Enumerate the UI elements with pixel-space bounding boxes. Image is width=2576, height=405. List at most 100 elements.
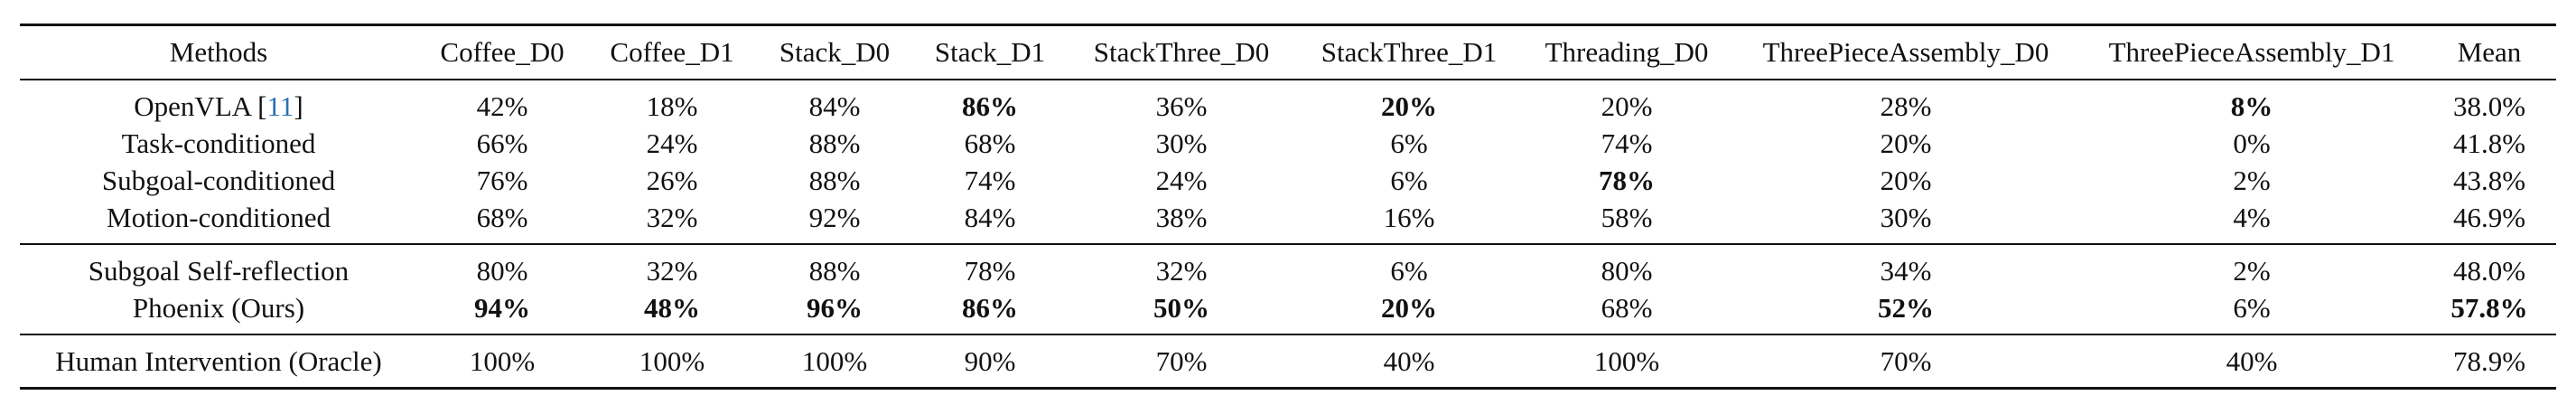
table-row: Motion-conditioned 68% 32% 92% 84% 38% 16% 58% 3… (20, 199, 2556, 244)
value-cell: 80% (417, 243, 587, 289)
citation-bracket: ] (294, 89, 303, 122)
value-cell: 100% (1523, 334, 1731, 389)
value-cell: 46.9% (2452, 201, 2526, 233)
value-cell: 88% (757, 243, 912, 289)
value-cell: 30% (1155, 127, 1208, 159)
results-table: Methods Coffee_D0 Coffee_D1 Stack_D0 Sta… (20, 24, 2556, 390)
value-cell: 2% (2233, 164, 2271, 196)
value-cell: 68% (964, 127, 1016, 159)
method-name-cell: Human Intervention (Oracle) (20, 334, 417, 389)
value-cell: 76% (476, 164, 528, 196)
header-threading-d0: Threading_D0 (1545, 36, 1709, 68)
value-cell: 88% (808, 164, 861, 196)
header-stack-d1: Stack_D1 (934, 36, 1046, 68)
method-name: Task-conditioned (121, 127, 316, 159)
value-cell: 80% (1523, 243, 1731, 289)
value-cell: 50% (1153, 291, 1209, 324)
value-cell: 36% (1155, 89, 1208, 122)
value-cell: 86% (962, 89, 1018, 122)
value-cell: 20% (1880, 127, 1932, 159)
value-cell: 28% (1880, 89, 1932, 122)
value-cell: 68% (476, 201, 528, 233)
value-cell: 26% (646, 164, 698, 196)
value-cell: 52% (1878, 291, 1934, 324)
value-cell: 42% (476, 89, 528, 122)
value-cell: 20% (1381, 291, 1437, 324)
table-row: Subgoal-conditioned 76% 26% 88% 74% 24% 6% 78% 2… (20, 162, 2556, 199)
method-name: Subgoal Self-reflection (88, 254, 350, 287)
value-cell: 57.8% (2450, 291, 2528, 324)
table-row: Subgoal Self-reflection 80% 32% 88% 78% 32% 6%… (20, 243, 2556, 289)
method-name-cell: Motion-conditioned (20, 199, 417, 244)
value-cell: 78.9% (2422, 334, 2556, 389)
value-cell: 16% (1383, 201, 1435, 233)
table-row: Task-conditioned 66% 24% 88% 68% 30% 6% 74% 20% 0… (20, 125, 2556, 162)
value-cell: 20% (1381, 89, 1437, 122)
value-cell: 6% (1390, 164, 1428, 196)
table-group-oracle: Human Intervention (Oracle) 100% 100% 100% 9… (20, 334, 2556, 389)
method-name-cell: OpenVLA [11] (20, 80, 417, 125)
method-name-cell: Task-conditioned (20, 125, 417, 162)
value-cell: 48% (644, 291, 700, 324)
value-cell: 40% (1295, 334, 1523, 389)
method-name-cell: Subgoal Self-reflection (20, 243, 417, 289)
value-cell: 24% (646, 127, 698, 159)
header-stack-d0: Stack_D0 (779, 36, 891, 68)
header-coffee-d1: Coffee_D1 (610, 36, 734, 68)
value-cell: 34% (1731, 243, 2081, 289)
value-cell: 68% (1601, 291, 1653, 324)
table-row: OpenVLA [11] 42% 18% 84% 86% 36% 20% 20% 28% 8% 38… (20, 80, 2556, 125)
method-name-cell: Subgoal-conditioned (20, 162, 417, 199)
value-cell: 92% (808, 201, 861, 233)
value-cell: 6% (2233, 291, 2271, 324)
header-threepieceassembly-d0: ThreePieceAssembly_D0 (1762, 36, 2049, 68)
value-cell: 58% (1601, 201, 1653, 233)
value-cell: 70% (1068, 334, 1295, 389)
header-stackthree-d0: StackThree_D0 (1093, 36, 1270, 68)
value-cell: 24% (1155, 164, 1208, 196)
table-header: Methods Coffee_D0 Coffee_D1 Stack_D0 Sta… (20, 24, 2556, 80)
value-cell: 84% (808, 89, 861, 122)
value-cell: 32% (587, 243, 757, 289)
value-cell: 18% (646, 89, 698, 122)
method-name: Subgoal-conditioned (101, 164, 336, 196)
value-cell: 30% (1880, 201, 1932, 233)
value-cell: 2% (2081, 243, 2422, 289)
header-stackthree-d1: StackThree_D1 (1321, 36, 1498, 68)
value-cell: 100% (417, 334, 587, 389)
header-methods: Methods (169, 36, 268, 68)
header-mean: Mean (2457, 36, 2522, 68)
method-name: Human Intervention (Oracle) (55, 344, 382, 377)
results-table-container: Methods Coffee_D0 Coffee_D1 Stack_D0 Sta… (20, 24, 2556, 390)
value-cell: 66% (476, 127, 528, 159)
value-cell: 32% (646, 201, 698, 233)
value-cell: 70% (1731, 334, 2081, 389)
value-cell: 74% (964, 164, 1016, 196)
value-cell: 94% (474, 291, 530, 324)
method-name: Phoenix (Ours) (132, 291, 305, 324)
value-cell: 40% (2081, 334, 2422, 389)
value-cell: 8% (2230, 89, 2273, 122)
value-cell: 84% (964, 201, 1016, 233)
header-row: Methods Coffee_D0 Coffee_D1 Stack_D0 Sta… (20, 24, 2556, 80)
value-cell: 4% (2233, 201, 2271, 233)
value-cell: 78% (912, 243, 1068, 289)
method-name: OpenVLA [ (134, 89, 267, 122)
value-cell: 32% (1068, 243, 1295, 289)
value-cell: 86% (962, 291, 1018, 324)
value-cell: 48.0% (2422, 243, 2556, 289)
value-cell: 6% (1295, 243, 1523, 289)
value-cell: 43.8% (2452, 164, 2526, 196)
header-threepieceassembly-d1: ThreePieceAssembly_D1 (2108, 36, 2395, 68)
value-cell: 100% (587, 334, 757, 389)
value-cell: 20% (1880, 164, 1932, 196)
value-cell: 88% (808, 127, 861, 159)
table-group-baselines: OpenVLA [11] 42% 18% 84% 86% 36% 20% 20% 28% 8% 38… (20, 80, 2556, 244)
value-cell: 96% (807, 291, 863, 324)
value-cell: 20% (1601, 89, 1653, 122)
value-cell: 38.0% (2452, 89, 2526, 122)
method-name-cell: Phoenix (Ours) (20, 289, 417, 334)
table-row: Human Intervention (Oracle) 100% 100% 100% 9… (20, 334, 2556, 389)
citation-link[interactable]: 11 (266, 89, 294, 122)
header-coffee-d0: Coffee_D0 (440, 36, 565, 68)
